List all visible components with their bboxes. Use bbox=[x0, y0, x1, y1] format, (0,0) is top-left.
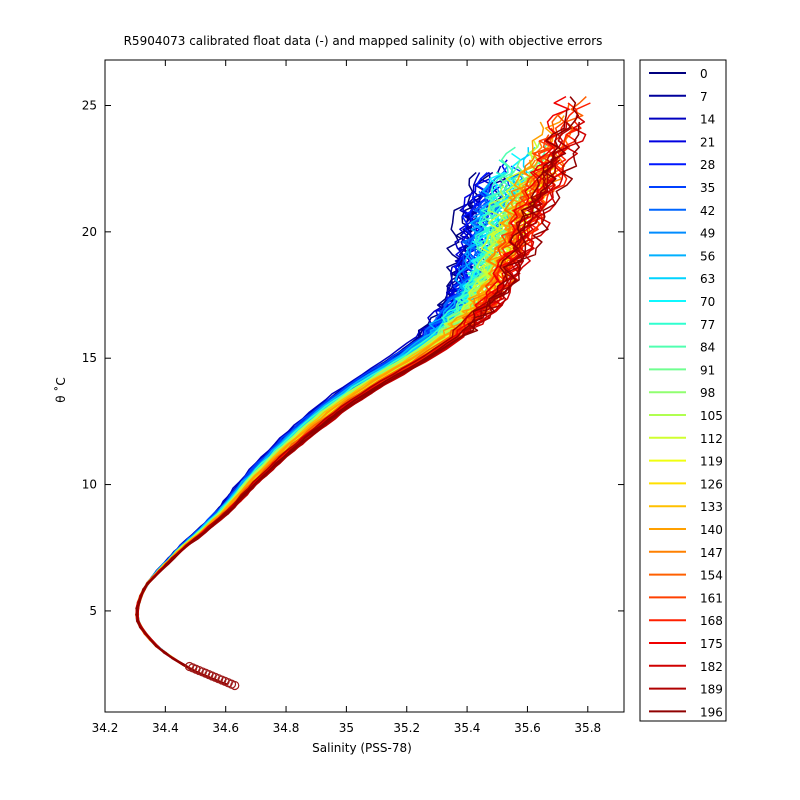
legend-label-105: 105 bbox=[700, 409, 723, 423]
legend-label-140: 140 bbox=[700, 523, 723, 537]
x-axis-label: Salinity (PSS-78) bbox=[312, 741, 412, 755]
legend-label-42: 42 bbox=[700, 204, 715, 218]
x-tick-label: 34.2 bbox=[92, 721, 119, 735]
x-tick-label: 35.2 bbox=[393, 721, 420, 735]
x-tick-label: 34.4 bbox=[152, 721, 179, 735]
legend-label-35: 35 bbox=[700, 181, 715, 195]
legend-label-119: 119 bbox=[700, 455, 723, 469]
legend-label-70: 70 bbox=[700, 295, 715, 309]
legend-label-189: 189 bbox=[700, 683, 723, 697]
y-axis-label: θ ˚C bbox=[53, 377, 68, 403]
mapped-salinity-marker bbox=[230, 680, 240, 691]
legend-label-14: 14 bbox=[700, 113, 715, 127]
legend-label-84: 84 bbox=[700, 341, 715, 355]
legend-label-182: 182 bbox=[700, 660, 723, 674]
mapped-salinity-markers bbox=[184, 661, 240, 691]
x-axis-ticks: 34.2 34.4 34.6 34.8 35 35.2 35.4 35.6 35.8 bbox=[92, 60, 601, 735]
x-tick-label: 35.8 bbox=[574, 721, 601, 735]
legend-label-175: 175 bbox=[700, 637, 723, 651]
legend-label-28: 28 bbox=[700, 158, 715, 172]
profile-line-196 bbox=[135, 121, 580, 685]
y-tick-label: 20 bbox=[82, 225, 97, 239]
x-tick-label: 35.6 bbox=[514, 721, 541, 735]
x-tick-label: 34.6 bbox=[212, 721, 239, 735]
y-axis-ticks: 5 10 15 20 25 bbox=[82, 98, 624, 618]
y-tick-label: 5 bbox=[89, 604, 97, 618]
chart-title: R5904073 calibrated float data (-) and m… bbox=[124, 34, 603, 48]
x-tick-label: 34.8 bbox=[273, 721, 300, 735]
x-tick-label: 35 bbox=[339, 721, 354, 735]
legend-label-168: 168 bbox=[700, 614, 723, 628]
y-tick-label: 15 bbox=[82, 351, 97, 365]
legend: 0 7 14 21 28 35 42 49 56 63 70 77 84 91 98 105 112 119 126… bbox=[639, 59, 727, 722]
profile-line-196 bbox=[136, 96, 580, 685]
legend-label-63: 63 bbox=[700, 272, 715, 286]
y-tick-label: 25 bbox=[82, 98, 97, 112]
legend-label-77: 77 bbox=[700, 318, 715, 332]
legend-label-56: 56 bbox=[700, 249, 715, 263]
legend-label-196: 196 bbox=[700, 705, 723, 719]
legend-label-154: 154 bbox=[700, 569, 723, 583]
legend-label-147: 147 bbox=[700, 546, 723, 560]
y-tick-label: 10 bbox=[82, 478, 97, 492]
legend-label-133: 133 bbox=[700, 500, 723, 514]
legend-label-161: 161 bbox=[700, 591, 723, 605]
legend-label-0: 0 bbox=[700, 67, 708, 81]
legend-label-21: 21 bbox=[700, 135, 715, 149]
legend-label-49: 49 bbox=[700, 227, 715, 241]
series-curves bbox=[135, 95, 591, 685]
legend-box bbox=[639, 59, 727, 722]
legend-label-126: 126 bbox=[700, 477, 723, 491]
legend-label-112: 112 bbox=[700, 432, 723, 446]
x-tick-label: 35.4 bbox=[454, 721, 481, 735]
legend-label-7: 7 bbox=[700, 90, 708, 104]
legend-label-98: 98 bbox=[700, 386, 715, 400]
legend-label-91: 91 bbox=[700, 363, 715, 377]
